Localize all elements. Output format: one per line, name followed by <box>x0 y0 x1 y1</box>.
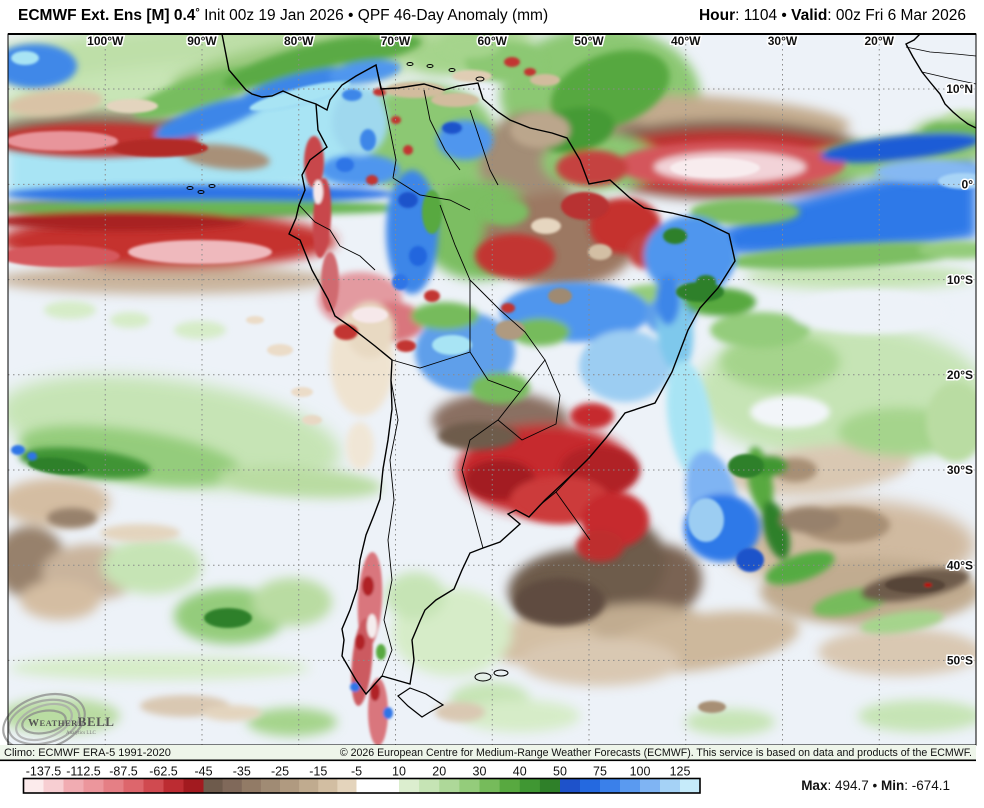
svg-text:75: 75 <box>593 765 607 779</box>
svg-text:60°W: 60°W <box>478 34 508 48</box>
svg-text:Analytics LLC: Analytics LLC <box>66 731 97 736</box>
svg-text:-5: -5 <box>351 765 362 779</box>
svg-text:40°S: 40°S <box>947 558 973 572</box>
svg-text:© 2026 European Centre for Med: © 2026 European Centre for Medium-Range … <box>340 747 972 759</box>
svg-text:20: 20 <box>432 765 446 779</box>
svg-text:10°N: 10°N <box>946 82 973 96</box>
svg-text:90°W: 90°W <box>187 34 217 48</box>
svg-text:100°W: 100°W <box>87 34 124 48</box>
svg-text:-137.5: -137.5 <box>26 765 61 779</box>
svg-text:-62.5: -62.5 <box>149 765 178 779</box>
svg-text:80°W: 80°W <box>284 34 314 48</box>
svg-text:50: 50 <box>553 765 567 779</box>
svg-text:-112.5: -112.5 <box>66 765 101 779</box>
svg-text:30°W: 30°W <box>768 34 798 48</box>
svg-text:Max: 494.7 • Min: -674.1: Max: 494.7 • Min: -674.1 <box>801 778 950 793</box>
svg-text:-87.5: -87.5 <box>109 765 138 779</box>
svg-text:WEATHERBELL: WEATHERBELL <box>28 714 114 729</box>
svg-text:-45: -45 <box>194 765 212 779</box>
svg-text:50°W: 50°W <box>574 34 604 48</box>
svg-text:70°W: 70°W <box>381 34 411 48</box>
svg-text:40: 40 <box>513 765 527 779</box>
svg-text:0°: 0° <box>962 178 974 192</box>
svg-text:-35: -35 <box>233 765 251 779</box>
svg-text:30°S: 30°S <box>947 463 973 477</box>
svg-text:40°W: 40°W <box>671 34 701 48</box>
svg-text:-25: -25 <box>271 765 289 779</box>
svg-text:50°S: 50°S <box>947 654 973 668</box>
svg-text:-15: -15 <box>309 765 327 779</box>
svg-text:20°S: 20°S <box>947 368 973 382</box>
svg-text:30: 30 <box>473 765 487 779</box>
svg-text:20°W: 20°W <box>865 34 895 48</box>
svg-text:Climo: ECMWF ERA-5 1991-2020: Climo: ECMWF ERA-5 1991-2020 <box>4 747 171 759</box>
svg-text:10°S: 10°S <box>947 273 973 287</box>
svg-text:10: 10 <box>392 765 406 779</box>
svg-text:125: 125 <box>670 765 691 779</box>
svg-text:100: 100 <box>630 765 651 779</box>
